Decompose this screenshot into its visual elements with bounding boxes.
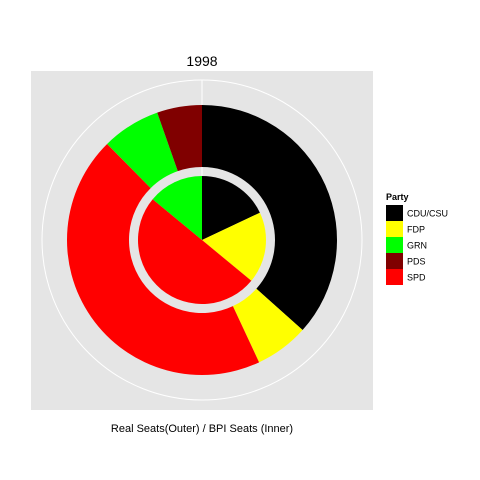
inner-slice-grn <box>152 176 202 240</box>
legend-label-pds: PDS <box>407 257 426 267</box>
outer-ring <box>67 105 337 375</box>
x-axis-title: Real Seats(Outer) / BPI Seats (Inner) <box>111 423 293 435</box>
legend-label-cdu-csu: CDU/CSU <box>407 209 448 219</box>
outer-slice-spd <box>67 143 260 375</box>
legend-label-spd: SPD <box>407 273 426 283</box>
legend-label-fdp: FDP <box>407 225 425 235</box>
legend-key-grn <box>386 237 403 253</box>
legend-label-grn: GRN <box>407 241 427 251</box>
outer-slice-cdu-csu <box>202 105 337 331</box>
inner-slice-cdu-csu <box>202 176 260 240</box>
outer-slice-fdp <box>232 288 303 363</box>
legend-key-fdp <box>386 221 403 237</box>
legend-key-pds <box>386 253 403 269</box>
inner-ring <box>138 176 267 304</box>
outer-slice-grn <box>107 112 178 189</box>
inner-slice-spd <box>138 199 252 304</box>
legend-entries: CDU/CSU FDP GRN PDS SPD <box>386 205 448 285</box>
outer-slice-pds <box>157 105 202 172</box>
legend-title: Party <box>386 192 409 202</box>
legend-key-spd <box>386 269 403 285</box>
inner-slice-fdp <box>202 212 267 281</box>
chart-title: 1998 <box>186 53 217 69</box>
legend-key-cdu-csu <box>386 205 403 221</box>
legend: Party CDU/CSU FDP GRN PDS SPD <box>386 192 448 285</box>
